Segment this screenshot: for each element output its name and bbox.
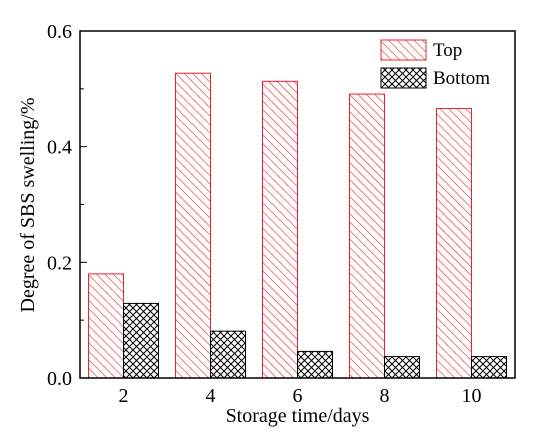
x-tick-label: 6	[293, 385, 303, 407]
bar-bottom-2	[123, 302, 159, 379]
x-axis-title: Storage time/days	[226, 405, 370, 427]
y-tick-label: 0.4	[47, 137, 72, 159]
x-tick-label: 10	[462, 385, 482, 407]
x-axis-ticks: 2 4 6 8 10	[119, 372, 482, 407]
y-axis-title: Degree of SBS swelling/%	[17, 98, 39, 313]
legend-label-bottom: Bottom	[433, 68, 490, 89]
legend-swatch-bottom	[380, 67, 427, 89]
bar-bottom-6	[297, 350, 333, 379]
y-tick-label: 0.0	[47, 368, 72, 390]
bar-bottom-10	[471, 356, 507, 379]
bar-top-4	[175, 72, 211, 379]
bar-top-6	[262, 80, 298, 379]
x-tick-label: 8	[380, 385, 390, 407]
bar-top-2	[88, 273, 124, 379]
plot-frame	[79, 30, 516, 379]
legend-swatch-top	[380, 39, 427, 61]
bar-top-10	[436, 107, 472, 379]
bars-group	[88, 72, 507, 379]
legend: Top Bottom	[380, 39, 490, 89]
x-tick-label: 4	[206, 385, 216, 407]
y-axis-ticks: 0.0 0.2 0.4 0.6	[47, 21, 87, 390]
bar-top-8	[349, 93, 385, 379]
y-tick-label: 0.6	[47, 21, 72, 43]
bar-bottom-8	[384, 356, 420, 379]
x-tick-label: 2	[119, 385, 129, 407]
bar-bottom-4	[210, 330, 246, 379]
legend-label-top: Top	[433, 40, 462, 61]
y-tick-label: 0.2	[47, 252, 72, 274]
